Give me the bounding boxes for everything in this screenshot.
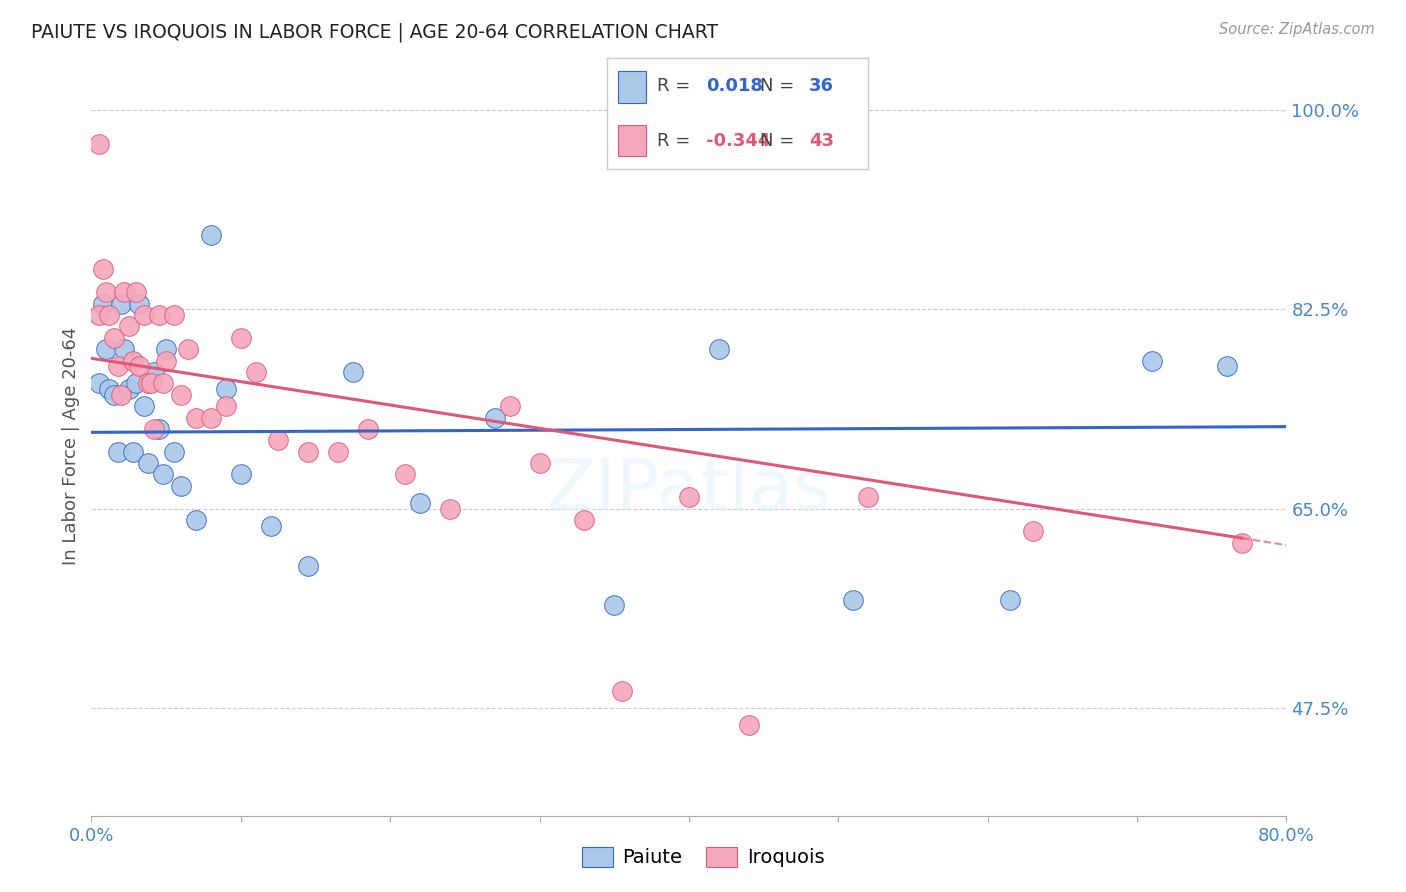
Point bbox=[141, 376, 163, 391]
Point bbox=[259, 518, 281, 533]
Point bbox=[96, 342, 118, 356]
Point bbox=[132, 399, 155, 413]
Y-axis label: In Labor Force | Age 20-64: In Labor Force | Age 20-64 bbox=[62, 326, 80, 566]
Point bbox=[87, 308, 110, 322]
Text: PAIUTE VS IROQUOIS IN LABOR FORCE | AGE 20-64 CORRELATION CHART: PAIUTE VS IROQUOIS IN LABOR FORCE | AGE … bbox=[31, 22, 718, 42]
Point bbox=[170, 479, 193, 493]
Point bbox=[170, 388, 193, 402]
Point bbox=[842, 592, 865, 607]
Point bbox=[215, 382, 238, 396]
Text: N =: N = bbox=[759, 132, 800, 150]
Point bbox=[529, 456, 551, 470]
Point bbox=[200, 228, 222, 243]
Point bbox=[122, 444, 145, 458]
Point bbox=[112, 342, 135, 356]
Point bbox=[148, 308, 170, 322]
Point bbox=[603, 599, 626, 613]
Point bbox=[707, 342, 730, 356]
Point bbox=[267, 434, 290, 448]
Point bbox=[122, 353, 145, 368]
Point bbox=[574, 513, 596, 527]
Point bbox=[155, 353, 177, 368]
Point bbox=[229, 467, 252, 482]
Point bbox=[326, 444, 349, 458]
Point bbox=[858, 490, 880, 504]
Point bbox=[152, 467, 174, 482]
Point bbox=[200, 410, 222, 425]
Text: 36: 36 bbox=[808, 78, 834, 95]
Point bbox=[98, 308, 121, 322]
Point bbox=[484, 410, 506, 425]
Point bbox=[128, 296, 150, 310]
FancyBboxPatch shape bbox=[617, 125, 647, 156]
Text: R =: R = bbox=[657, 132, 696, 150]
Point bbox=[128, 359, 150, 374]
Point bbox=[297, 558, 319, 573]
Point bbox=[297, 444, 319, 458]
Point bbox=[155, 342, 177, 356]
Point bbox=[118, 382, 141, 396]
Point bbox=[610, 684, 633, 698]
Point bbox=[409, 496, 432, 510]
Point bbox=[141, 370, 163, 384]
Point bbox=[177, 342, 200, 356]
Point bbox=[93, 296, 115, 310]
Point bbox=[162, 308, 184, 322]
Text: N =: N = bbox=[759, 78, 800, 95]
Point bbox=[737, 718, 759, 732]
Text: 0.018: 0.018 bbox=[706, 78, 763, 95]
Point bbox=[1230, 536, 1253, 550]
Point bbox=[148, 422, 170, 436]
Point bbox=[143, 365, 166, 379]
Point bbox=[184, 513, 207, 527]
Point bbox=[143, 422, 166, 436]
Point bbox=[215, 399, 238, 413]
Text: R =: R = bbox=[657, 78, 696, 95]
FancyBboxPatch shape bbox=[617, 71, 647, 103]
Point bbox=[107, 444, 129, 458]
Point bbox=[136, 456, 159, 470]
Point bbox=[342, 365, 364, 379]
Point bbox=[132, 308, 155, 322]
Text: Source: ZipAtlas.com: Source: ZipAtlas.com bbox=[1219, 22, 1375, 37]
Point bbox=[87, 376, 110, 391]
Point bbox=[394, 467, 416, 482]
Point bbox=[96, 285, 118, 300]
Point bbox=[1021, 524, 1043, 539]
Point bbox=[103, 388, 125, 402]
Point bbox=[152, 376, 174, 391]
Point bbox=[1216, 359, 1239, 374]
Point bbox=[357, 422, 380, 436]
Point bbox=[103, 331, 125, 345]
Point bbox=[93, 262, 115, 277]
Point bbox=[998, 592, 1021, 607]
Point bbox=[98, 382, 121, 396]
Point bbox=[107, 359, 129, 374]
Text: 43: 43 bbox=[808, 132, 834, 150]
Point bbox=[112, 285, 135, 300]
Point bbox=[125, 285, 148, 300]
Point bbox=[229, 331, 252, 345]
Point bbox=[245, 365, 267, 379]
Point bbox=[678, 490, 700, 504]
Point bbox=[1140, 353, 1163, 368]
Point bbox=[162, 444, 184, 458]
Point bbox=[125, 376, 148, 391]
Point bbox=[136, 376, 159, 391]
Point bbox=[118, 319, 141, 334]
Legend: Paiute, Iroquois: Paiute, Iroquois bbox=[574, 839, 832, 875]
Point bbox=[110, 388, 132, 402]
Point bbox=[184, 410, 207, 425]
Point bbox=[87, 137, 110, 152]
Point bbox=[499, 399, 522, 413]
Point bbox=[110, 296, 132, 310]
Text: ZIPatlas: ZIPatlas bbox=[546, 456, 832, 524]
Text: -0.344: -0.344 bbox=[706, 132, 770, 150]
Point bbox=[439, 501, 461, 516]
